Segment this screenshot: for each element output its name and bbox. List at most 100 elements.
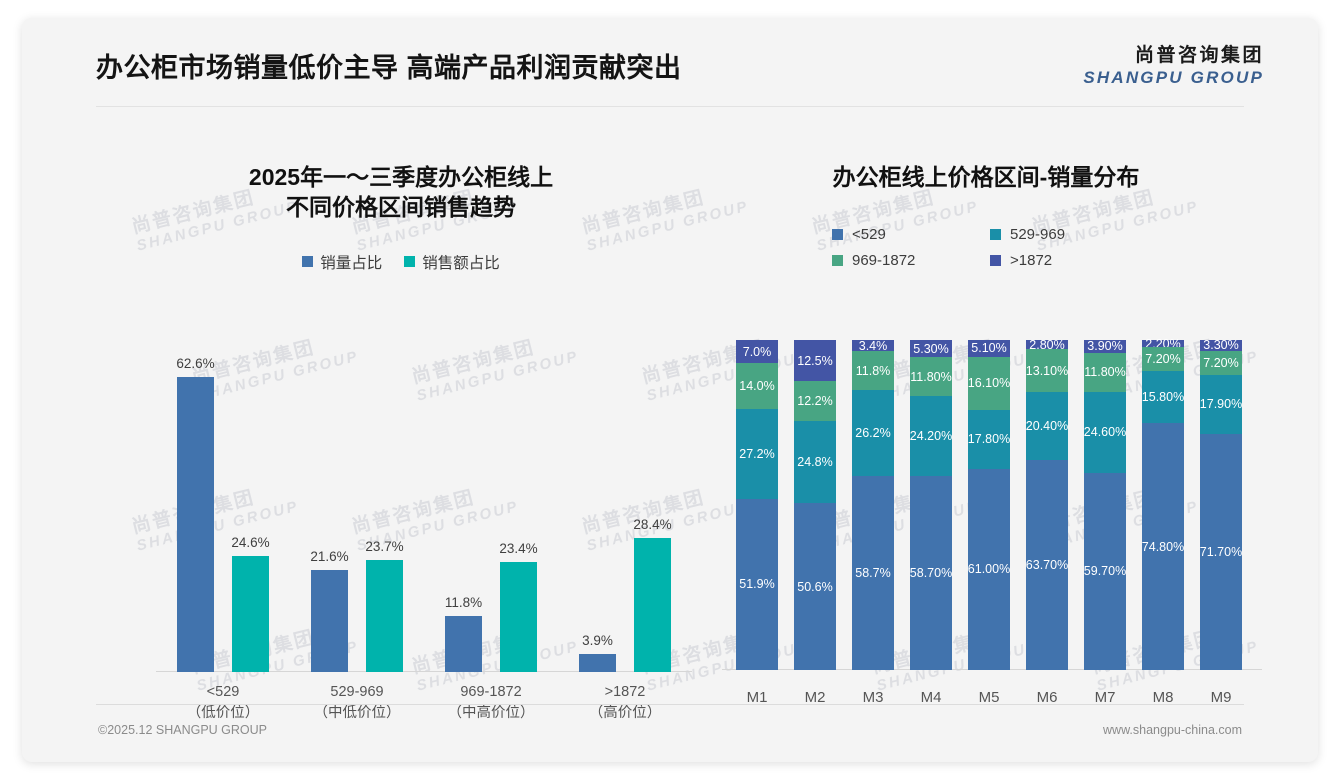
bar-rect[interactable] xyxy=(579,653,616,672)
stacked-bar-segment[interactable]: 2.80% xyxy=(1026,337,1068,352)
bar-column[interactable]: 24.6% xyxy=(231,324,270,672)
bar-group: 11.8% 23.4% xyxy=(424,324,558,672)
segment-value-label: 63.70% xyxy=(1025,557,1069,572)
stacked-bar-segment[interactable]: 74.80% xyxy=(1142,423,1184,670)
stacked-bar-segment[interactable]: 27.2% xyxy=(736,409,778,499)
segment-value-label: 14.0% xyxy=(739,379,775,394)
stacked-bar-segment[interactable]: 7.0% xyxy=(736,340,778,364)
bar-rect[interactable] xyxy=(366,560,403,672)
bar-column[interactable]: 21.6% xyxy=(310,324,349,672)
x-axis-tick-sublabel: （低价位） xyxy=(186,704,260,721)
stacked-bar-column[interactable]: 5.30% 11.80% 24.20% 58.70% xyxy=(902,340,960,670)
charts-region: 2025年一～三季度办公柜线上 不同价格区间销售趋势 销量占比 销售额占比 62.… xyxy=(22,114,1318,721)
stacked-bar-segment[interactable]: 7.20% xyxy=(1142,347,1184,371)
stacked-bar-segment[interactable]: 59.70% xyxy=(1084,472,1126,670)
stacked-bar-segment[interactable]: 17.80% xyxy=(968,409,1010,469)
bar-column[interactable]: 23.4% xyxy=(499,324,538,672)
segment-value-label: 13.10% xyxy=(1025,363,1069,378)
stacked-bar-segment[interactable]: 51.9% xyxy=(736,498,778,670)
stacked-bar-column[interactable]: 12.5% 12.2% 24.8% 50.6% xyxy=(786,340,844,670)
right-chart-legend: <529 529-969 969-1872 >1872 xyxy=(706,226,1266,269)
stacked-bar-segment[interactable]: 24.20% xyxy=(910,396,952,477)
stacked-bar-segment[interactable]: 63.70% xyxy=(1025,459,1069,670)
segment-value-label: 5.10% xyxy=(971,341,1007,356)
legend-swatch-icon xyxy=(404,256,416,268)
bar-column[interactable]: 11.8% xyxy=(445,324,482,672)
stacked-bar-segment[interactable]: 15.80% xyxy=(1142,371,1184,424)
stacked-bar-segment[interactable]: 13.10% xyxy=(1025,349,1069,393)
stacked-bar-segment[interactable]: 11.80% xyxy=(910,357,952,397)
x-axis-tick-label: M5 xyxy=(978,689,1000,706)
stacked-bar-segment[interactable]: 11.80% xyxy=(1084,352,1126,392)
right-chart-plot: 7.0% 14.0% 27.2% 51.9% M1 12.5% 12.2% 24.8% 50.6… xyxy=(722,302,1262,714)
segment-value-label: 2.80% xyxy=(1029,337,1065,352)
bar-rect[interactable] xyxy=(634,538,671,672)
stacked-bar-column[interactable]: 3.4% 11.8% 26.2% 58.7% xyxy=(844,339,902,670)
stacked-bar-column[interactable]: 3.90% 11.80% 24.60% 59.70% xyxy=(1076,339,1134,670)
stacked-bar-column[interactable]: 2.20% 7.20% 15.80% 74.80% xyxy=(1134,337,1192,670)
slide-header: 办公柜市场销量低价主导 高端产品利润贡献突出 尚普咨询集团 SHANGPU GR… xyxy=(22,18,1318,114)
bar-rect[interactable] xyxy=(311,570,348,672)
stacked-bar-segment[interactable]: 5.30% xyxy=(910,340,952,358)
stacked-bar-segment[interactable]: 12.5% xyxy=(794,340,836,382)
bar-rect[interactable] xyxy=(232,556,269,672)
legend-item[interactable]: >1872 xyxy=(990,252,1140,269)
bar-value-label: 62.6% xyxy=(176,355,215,371)
bar-column[interactable]: 62.6% xyxy=(176,324,215,672)
bar-value-label: 3.9% xyxy=(582,632,613,648)
footer-divider xyxy=(96,704,1244,705)
stacked-bar-column[interactable]: 3.30% 7.20% 17.90% 71.70% xyxy=(1192,338,1250,670)
stacked-bar-segment[interactable]: 11.8% xyxy=(852,351,894,391)
legend-item[interactable]: 969-1872 xyxy=(832,252,962,269)
stacked-bar-segment[interactable]: 7.20% xyxy=(1200,350,1242,375)
segment-value-label: 2.20% xyxy=(1145,336,1181,351)
legend-swatch-icon xyxy=(832,255,843,267)
stacked-bar-segment[interactable]: 50.6% xyxy=(794,503,836,670)
stacked-bar-segment[interactable]: 12.2% xyxy=(794,381,836,422)
stacked-bar-segment[interactable]: 24.60% xyxy=(1083,391,1127,473)
bar-rect[interactable] xyxy=(177,376,214,672)
x-axis-tick-range: 529-969 xyxy=(330,683,384,700)
legend-item-label: 销量占比 xyxy=(320,254,383,272)
stacked-bar-segment[interactable]: 16.10% xyxy=(968,356,1010,410)
stacked-bar-column[interactable]: 7.0% 14.0% 27.2% 51.9% xyxy=(728,340,786,670)
legend-item[interactable]: 销量占比 xyxy=(302,251,382,273)
segment-value-label: 20.40% xyxy=(1025,419,1069,434)
stacked-bar-column[interactable]: 5.10% 16.10% 17.80% 61.00% xyxy=(960,340,1018,670)
x-axis-tick-range: <529 xyxy=(206,683,240,700)
bar-value-label: 21.6% xyxy=(310,549,349,565)
bar-column[interactable]: 3.9% xyxy=(579,324,616,672)
segment-value-label: 11.80% xyxy=(910,369,952,384)
segment-value-label: 58.70% xyxy=(909,566,953,581)
stacked-bar-segment[interactable]: 26.2% xyxy=(852,390,894,477)
bar-rect[interactable] xyxy=(500,561,537,672)
stacked-bar-segment[interactable]: 14.0% xyxy=(736,363,778,410)
bar-column[interactable]: 23.7% xyxy=(365,324,404,672)
slide-footer: ©2025.12 SHANGPU GROUP www.shangpu-china… xyxy=(22,704,1318,762)
bar-rect[interactable] xyxy=(445,616,482,672)
stacked-bar-column[interactable]: 2.80% 13.10% 20.40% 63.70% xyxy=(1018,337,1076,670)
legend-swatch-icon xyxy=(990,255,1001,267)
stacked-bar-segment[interactable]: 3.90% xyxy=(1084,339,1126,353)
stacked-bar-segment[interactable]: 5.10% xyxy=(968,340,1010,357)
stacked-bar-segment[interactable]: 17.90% xyxy=(1200,374,1242,434)
stacked-bar-segment[interactable]: 58.7% xyxy=(852,476,894,670)
stacked-bar-segment[interactable]: 2.20% xyxy=(1142,337,1184,351)
x-axis-tick-label: <529 （低价位） xyxy=(156,682,290,724)
stacked-bar-segment[interactable]: 58.70% xyxy=(910,476,952,670)
segment-value-label: 61.00% xyxy=(967,562,1011,577)
legend-item[interactable]: <529 xyxy=(832,226,962,243)
footer-copyright: ©2025.12 SHANGPU GROUP xyxy=(98,723,267,737)
bar-column[interactable]: 28.4% xyxy=(633,324,672,672)
segment-value-label: 24.60% xyxy=(1083,425,1127,440)
legend-item[interactable]: 销售额占比 xyxy=(404,251,500,273)
legend-item[interactable]: 529-969 xyxy=(990,226,1140,243)
segment-value-label: 51.9% xyxy=(739,577,775,592)
stacked-bar-segment[interactable]: 3.4% xyxy=(852,339,894,353)
stacked-bar-segment[interactable]: 24.8% xyxy=(794,421,836,504)
stacked-bar-segment[interactable]: 61.00% xyxy=(967,468,1011,670)
stacked-bar-segment[interactable]: 3.30% xyxy=(1200,338,1242,352)
stacked-bar-segment[interactable]: 20.40% xyxy=(1025,392,1069,460)
stacked-bar-segment[interactable]: 71.70% xyxy=(1200,433,1242,670)
x-axis-tick-sublabel: （中低价位） xyxy=(313,704,401,721)
